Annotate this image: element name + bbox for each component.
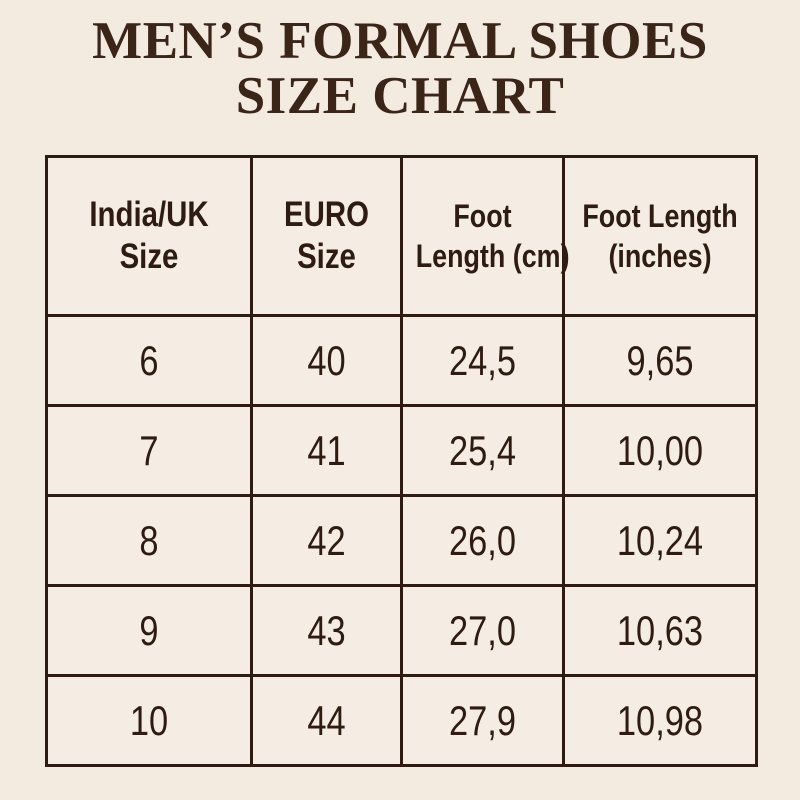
cell-foot-length-cm: 25,4 (400, 404, 565, 497)
size-chart-table: India/UK Size EURO Size Foot Length (cm)… (45, 155, 758, 767)
title-line-2: SIZE CHART (235, 67, 565, 125)
column-header-line-2: Size (297, 237, 356, 276)
cell-india-uk-size: 9 (45, 584, 253, 677)
column-header-foot-length-cm: Foot Length (cm) (400, 155, 570, 317)
table-header-row: India/UK Size EURO Size Foot Length (cm)… (45, 155, 758, 317)
cell-value: 10,98 (616, 696, 704, 744)
page-title: MEN’S FORMAL SHOES SIZE CHART (0, 14, 800, 124)
cell-foot-length-inches: 10,24 (562, 494, 758, 587)
cell-foot-length-cm: 26,0 (400, 494, 565, 587)
cell-value: 9,65 (626, 336, 694, 384)
cell-foot-length-inches: 10,00 (562, 404, 758, 497)
cell-value: 27,0 (448, 606, 517, 654)
cell-india-uk-size: 6 (45, 314, 253, 407)
cell-euro-size: 43 (250, 584, 403, 677)
column-header-line-1: Foot (453, 198, 512, 234)
column-header-line-2: Size (119, 237, 179, 276)
table-row: 6 40 24,5 9,65 (45, 314, 758, 407)
cell-value: 44 (307, 696, 346, 744)
cell-value: 41 (307, 426, 346, 474)
cell-value: 43 (307, 606, 346, 654)
cell-value: 27,9 (448, 696, 517, 744)
cell-foot-length-cm: 24,5 (400, 314, 565, 407)
cell-foot-length-cm: 27,9 (400, 674, 565, 767)
cell-value: 40 (307, 336, 346, 384)
cell-value: 10,00 (616, 426, 704, 474)
column-header-foot-length-inches: Foot Length (inches) (562, 155, 758, 317)
column-header-india-uk-size: India/UK Size (45, 155, 253, 317)
column-header-line-1: EURO (284, 195, 369, 234)
cell-value: 24,5 (448, 336, 517, 384)
cell-india-uk-size: 7 (45, 404, 253, 497)
cell-euro-size: 41 (250, 404, 403, 497)
column-header-euro-size: EURO Size (250, 155, 403, 317)
cell-foot-length-inches: 10,63 (562, 584, 758, 677)
cell-euro-size: 42 (250, 494, 403, 587)
cell-value: 8 (139, 516, 159, 564)
cell-value: 10 (129, 696, 169, 744)
cell-value: 9 (139, 606, 159, 654)
column-header-line-2: (inches) (608, 238, 712, 274)
column-header-line-1: Foot Length (582, 198, 738, 234)
cell-value: 10,24 (616, 516, 704, 564)
cell-foot-length-cm: 27,0 (400, 584, 565, 677)
cell-value: 26,0 (448, 516, 517, 564)
table-row: 7 41 25,4 10,00 (45, 404, 758, 497)
column-header-line-2: Length (cm) (415, 238, 570, 274)
cell-foot-length-inches: 10,98 (562, 674, 758, 767)
cell-india-uk-size: 10 (45, 674, 253, 767)
cell-value: 7 (139, 426, 159, 474)
cell-india-uk-size: 8 (45, 494, 253, 587)
cell-euro-size: 44 (250, 674, 403, 767)
column-header-line-1: India/UK (89, 195, 209, 234)
cell-foot-length-inches: 9,65 (562, 314, 758, 407)
table-row: 8 42 26,0 10,24 (45, 494, 758, 587)
cell-value: 25,4 (448, 426, 517, 474)
title-line-1: MEN’S FORMAL SHOES (92, 12, 708, 70)
table-row: 9 43 27,0 10,63 (45, 584, 758, 677)
cell-euro-size: 40 (250, 314, 403, 407)
cell-value: 10,63 (616, 606, 704, 654)
cell-value: 42 (307, 516, 346, 564)
cell-value: 6 (139, 336, 159, 384)
table-row: 10 44 27,9 10,98 (45, 674, 758, 767)
